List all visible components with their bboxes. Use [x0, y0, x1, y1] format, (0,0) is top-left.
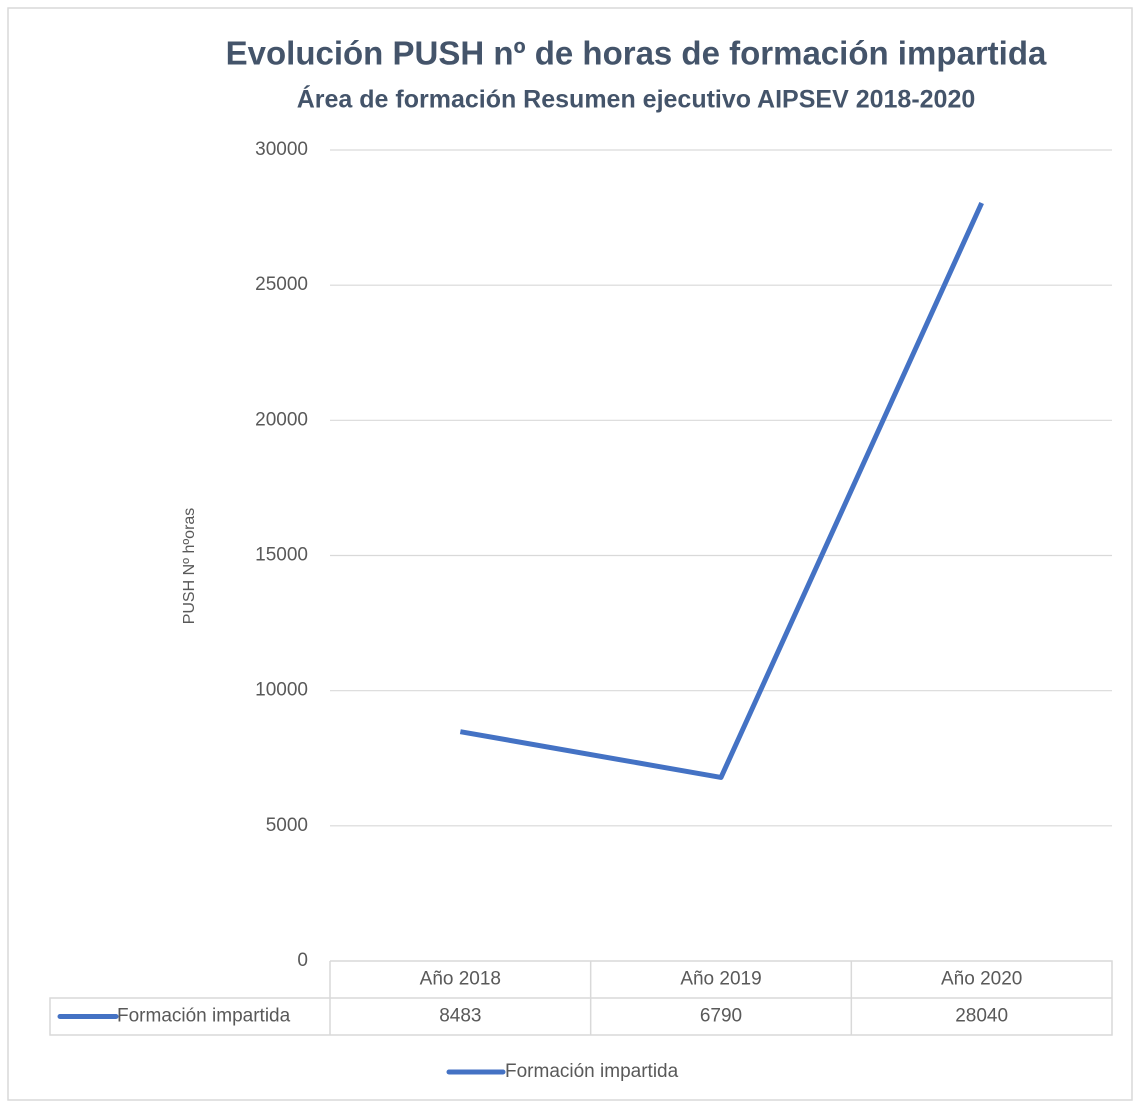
table-value: 6790 [700, 1006, 742, 1027]
table-value: 8483 [439, 1006, 481, 1027]
chart-border [7, 7, 1133, 1101]
x-tick-label: Año 2019 [680, 969, 761, 990]
chart-subtitle: Área de formación Resumen ejecutivo AIPS… [297, 85, 976, 114]
table-series-name: Formación impartida [117, 1006, 291, 1027]
y-tick-label: 5000 [266, 815, 308, 836]
legend-label: Formación impartida [505, 1061, 679, 1082]
table-value: 28040 [955, 1006, 1008, 1027]
y-axis-label: PUSH Nº hºoras [181, 508, 198, 625]
line [459, 201, 984, 780]
y-tick-label: 30000 [255, 139, 308, 160]
x-tick-label: Año 2018 [420, 969, 501, 990]
y-tick-label: 10000 [255, 680, 308, 701]
y-tick-label: 25000 [255, 274, 308, 295]
data-table-grid [49, 960, 1113, 1036]
y-tick-label: 20000 [255, 409, 308, 430]
y-tick-label: 15000 [255, 545, 308, 566]
y-tick-label: 0 [297, 950, 308, 971]
chart-title: Evolución PUSH nº de horas de formación … [226, 35, 1047, 72]
x-tick-label: Año 2020 [941, 969, 1022, 990]
